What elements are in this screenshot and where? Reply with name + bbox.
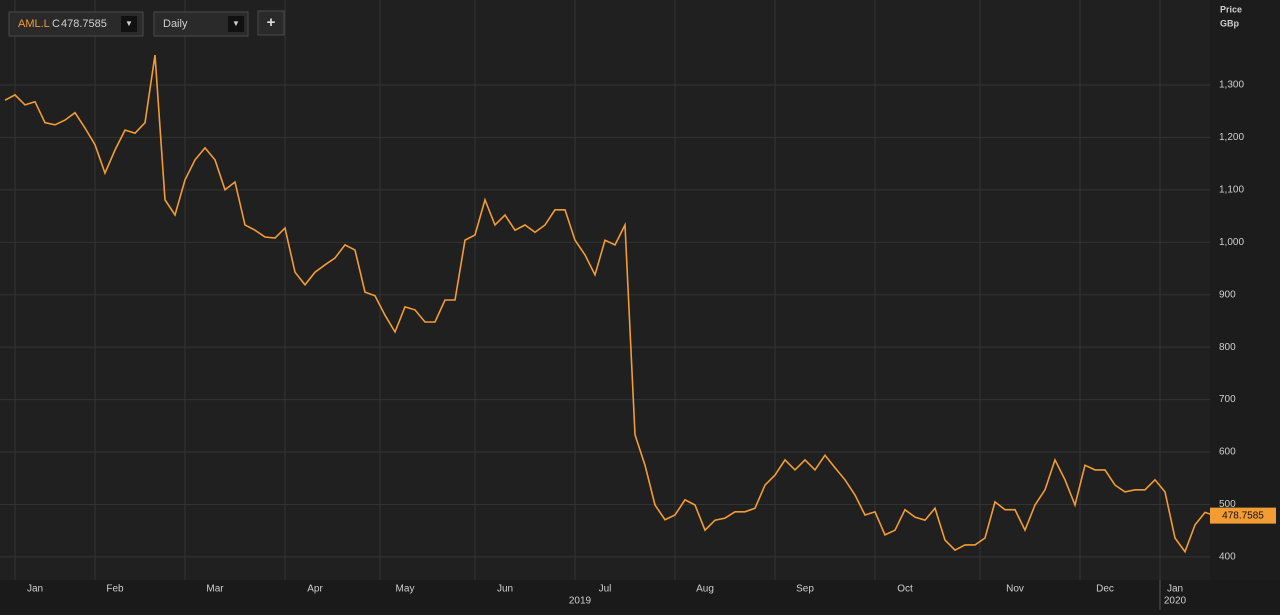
y-tick-label: 1,200: [1219, 132, 1244, 143]
x-tick-label: Jan: [1167, 584, 1183, 595]
last-value-label: 478.7585: [1222, 510, 1264, 521]
dropdown-button[interactable]: [228, 16, 244, 32]
y-tick-label: 800: [1219, 342, 1236, 353]
y-tick-label: 1,100: [1219, 184, 1244, 195]
y-tick-label: 1,000: [1219, 237, 1244, 248]
price-line: [4, 54, 1216, 554]
x-tick-label: Dec: [1096, 584, 1114, 595]
year-label: 2019: [569, 596, 592, 607]
dropdown-arrow: ▼: [125, 19, 133, 28]
plot-area: [0, 0, 1210, 580]
axis-title: Price: [1220, 4, 1242, 14]
x-tick-label: Apr: [307, 584, 323, 595]
y-tick-label: 600: [1219, 447, 1236, 458]
grid: [0, 0, 1210, 580]
close-value: 478.7585: [61, 18, 107, 30]
plot: [4, 54, 1216, 554]
x-tick-label: Jan: [27, 584, 43, 595]
add-button[interactable]: [257, 10, 285, 36]
x-tick-label: Jul: [599, 584, 612, 595]
x-tick-label: May: [396, 584, 415, 595]
axis-title: GBp: [1220, 18, 1240, 28]
y-tick-label: 1,300: [1219, 80, 1244, 91]
x-tick-label: Oct: [897, 584, 913, 595]
x-tick-label: Aug: [696, 584, 714, 595]
interval: Daily: [163, 18, 188, 30]
x-tick-label: Mar: [206, 584, 224, 595]
ticker-box[interactable]: [8, 11, 144, 37]
last-value-box: [1210, 507, 1276, 524]
x-axis-strip: [0, 580, 1280, 610]
year-label: 2020: [1164, 596, 1187, 607]
close-prefix: C: [52, 18, 60, 30]
y-tick-label: 400: [1219, 552, 1236, 563]
dropdown-arrow: ▼: [232, 19, 240, 28]
y-tick-label: 900: [1219, 289, 1236, 300]
dropdown-button[interactable]: [121, 16, 137, 32]
add-button-label: +: [267, 14, 276, 31]
y-tick-label: 500: [1219, 499, 1236, 510]
x-tick-label: Feb: [106, 584, 124, 595]
y-tick-label: 700: [1219, 394, 1236, 405]
ticker: AML.L: [18, 18, 50, 30]
x-tick-label: Jun: [497, 584, 513, 595]
x-tick-label: Sep: [796, 584, 814, 595]
x-tick-label: Nov: [1006, 584, 1024, 595]
